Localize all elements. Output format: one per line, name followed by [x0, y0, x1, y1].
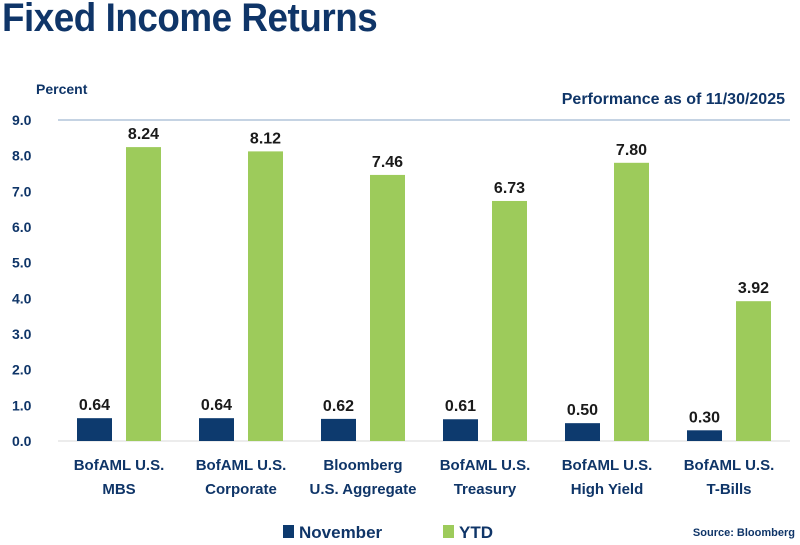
chart-subtitle: Performance as of 11/30/2025	[562, 91, 785, 108]
bar-ytd	[126, 147, 161, 441]
bar-november	[687, 430, 722, 441]
y-tick-label: 1.0	[12, 397, 32, 413]
x-tick-label: BofAML U.S.	[74, 457, 165, 474]
y-axis-label: Percent	[36, 81, 88, 97]
x-tick-label: Bloomberg	[323, 457, 402, 474]
data-label: 0.30	[689, 409, 720, 426]
bar-november	[77, 418, 112, 441]
data-label: 0.50	[567, 402, 598, 419]
data-label: 0.64	[201, 397, 232, 414]
y-tick-label: 9.0	[12, 112, 32, 128]
y-tick-label: 8.0	[12, 148, 32, 164]
data-label: 3.92	[738, 280, 769, 297]
y-tick-label: 2.0	[12, 362, 32, 378]
y-tick-label: 3.0	[12, 326, 32, 342]
x-tick-label: U.S. Aggregate	[310, 481, 417, 498]
y-tick-label: 5.0	[12, 255, 32, 271]
data-label: 8.12	[250, 130, 281, 147]
legend-label: YTD	[459, 523, 493, 542]
x-tick-label: High Yield	[571, 481, 644, 498]
legend-label: November	[299, 523, 383, 542]
x-tick-label: T-Bills	[706, 481, 751, 498]
bar-november	[565, 423, 600, 441]
x-tick-label: Corporate	[205, 481, 277, 498]
x-tick-label: BofAML U.S.	[562, 457, 653, 474]
bar-ytd	[248, 151, 283, 442]
y-tick-label: 7.0	[12, 183, 32, 199]
bar-november	[199, 418, 234, 441]
source-note: Source: Bloomberg	[693, 527, 795, 539]
data-label: 6.73	[494, 180, 525, 197]
bar-ytd	[614, 162, 649, 442]
bar-ytd	[370, 174, 405, 441]
y-tick-label: 4.0	[12, 290, 32, 306]
data-label: 7.80	[616, 142, 647, 159]
y-tick-label: 0.0	[12, 433, 32, 449]
legend-swatch-november	[283, 525, 294, 538]
bar-ytd	[736, 301, 771, 441]
bar-ytd	[492, 200, 527, 441]
bar-november	[443, 419, 478, 441]
chart-title: Fixed Income Returns	[2, 0, 378, 40]
data-label: 7.46	[372, 154, 403, 171]
x-tick-label: Treasury	[454, 481, 517, 498]
x-tick-label: MBS	[102, 481, 135, 498]
legend-swatch-ytd	[443, 525, 454, 538]
x-tick-label: BofAML U.S.	[684, 457, 775, 474]
data-label: 0.61	[445, 398, 476, 415]
data-label: 0.64	[79, 397, 110, 414]
bar-november	[321, 418, 356, 441]
data-label: 0.62	[323, 398, 354, 415]
data-label: 8.24	[128, 126, 159, 143]
x-tick-label: BofAML U.S.	[440, 457, 531, 474]
x-tick-label: BofAML U.S.	[196, 457, 287, 474]
y-tick-label: 6.0	[12, 219, 32, 235]
